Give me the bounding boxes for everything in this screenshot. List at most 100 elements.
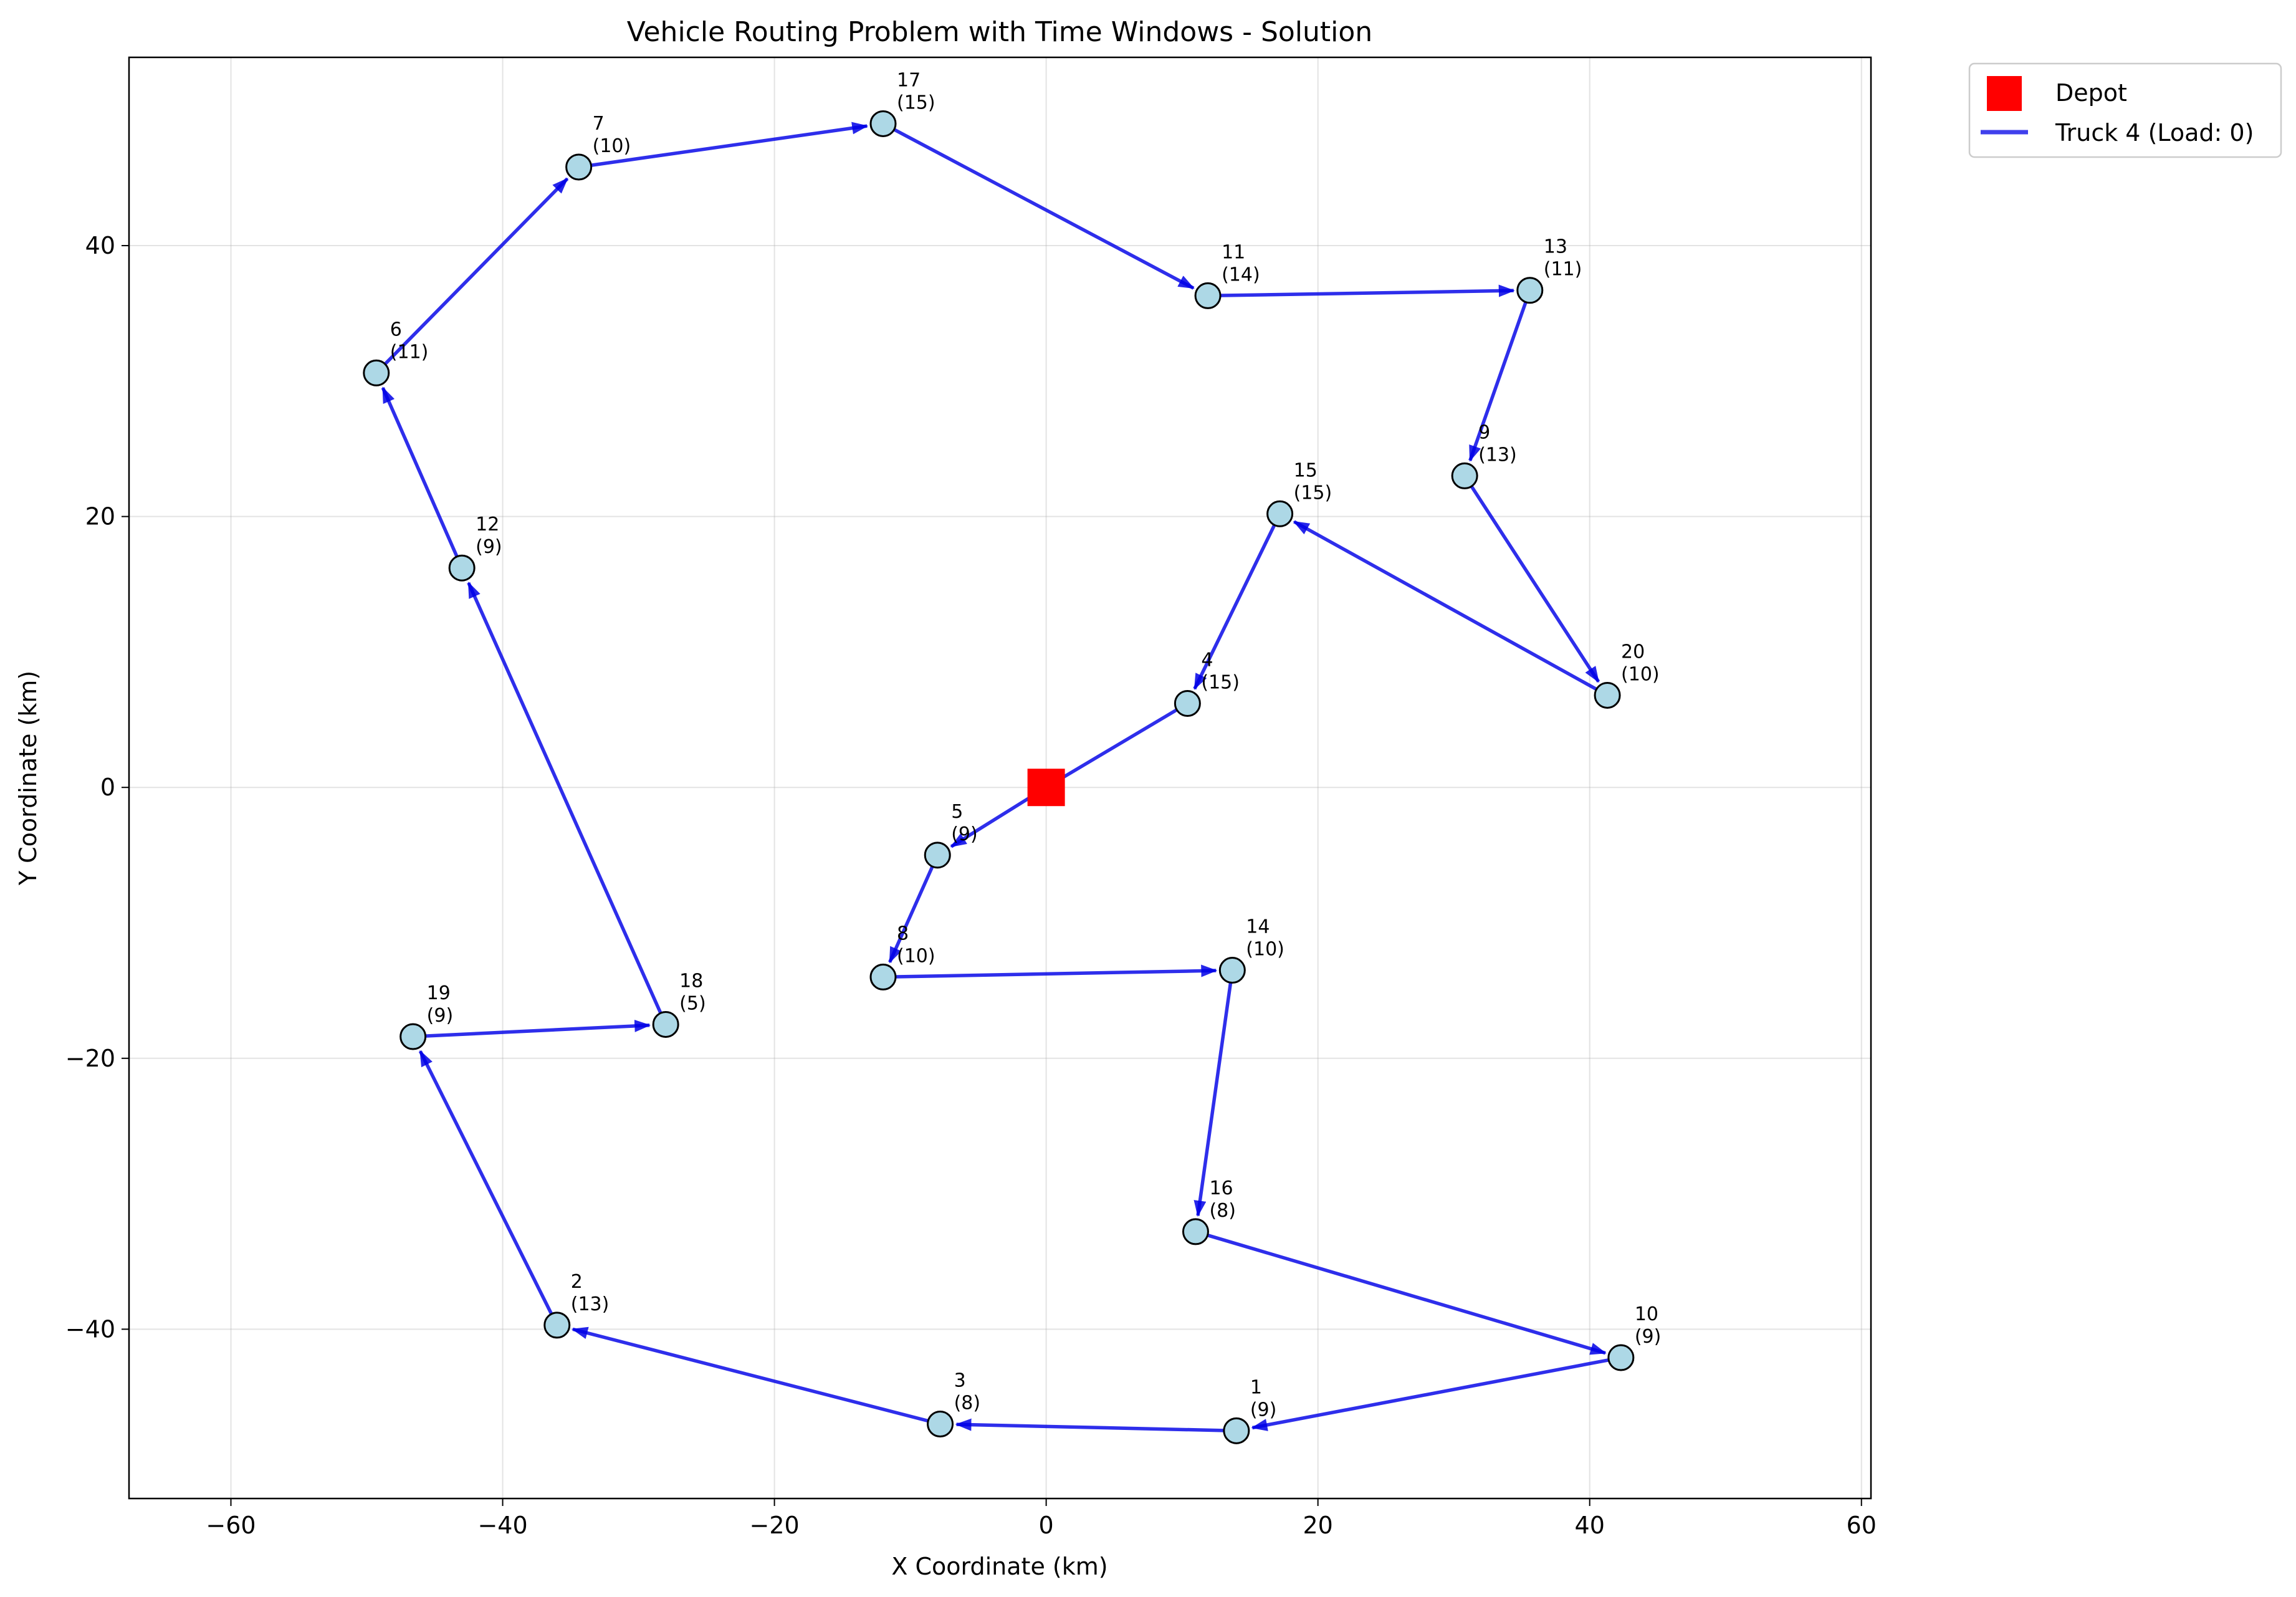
customer-id-label: 3 [954, 1369, 966, 1391]
chart-title: Vehicle Routing Problem with Time Window… [627, 16, 1372, 48]
customer-id-label: 15 [1294, 459, 1318, 481]
y-tick-label: 0 [100, 774, 115, 801]
customer-node [1594, 681, 1621, 709]
customer-node [1182, 1218, 1209, 1245]
customer-demand-label: (9) [1250, 1399, 1277, 1421]
customer-id-label: 2 [571, 1271, 583, 1293]
x-tick-label: 20 [1303, 1512, 1332, 1539]
y-tick-label: −20 [65, 1045, 115, 1072]
legend-depot-label: Depot [2055, 79, 2127, 107]
route-segment [381, 386, 464, 569]
customer-node [1516, 277, 1544, 304]
customer-node [1174, 689, 1201, 717]
customer-id-label: 8 [897, 923, 909, 944]
route-lines [375, 122, 1622, 1433]
customer-id-label: 14 [1246, 916, 1270, 938]
route-segment [578, 122, 869, 169]
customer-demand-label: (10) [1621, 663, 1660, 685]
customer-node [869, 110, 897, 137]
customer-id-label: 19 [427, 982, 451, 1004]
y-axis-label: Y Coordinate (km) [14, 671, 42, 886]
customer-node [1194, 282, 1222, 309]
customer-demand-label: (15) [1201, 671, 1240, 693]
customer-id-label: 16 [1209, 1177, 1233, 1199]
x-axis-label: X Coordinate (km) [891, 1553, 1107, 1580]
customer-node [1218, 957, 1246, 984]
customer-node [1223, 1417, 1250, 1444]
route-segment [571, 1326, 941, 1426]
route-segment [1193, 970, 1235, 1217]
customer-node [448, 554, 476, 582]
x-tick-label: −20 [749, 1512, 799, 1539]
customer-node [1451, 462, 1478, 489]
customer-node [565, 153, 593, 181]
route-segment [1251, 1356, 1622, 1431]
customer-node [399, 1023, 427, 1050]
route-segment [375, 177, 569, 375]
x-tick-label: 40 [1575, 1512, 1605, 1539]
customer-labels: 1(9)2(13)3(8)4(15)5(9)6(11)7(10)8(10)9(1… [390, 69, 1662, 1421]
customer-node [543, 1312, 571, 1339]
route-segment [1193, 513, 1282, 690]
customer-demand-label: (13) [571, 1293, 610, 1315]
customer-node [1607, 1344, 1635, 1371]
y-tick-label: −40 [65, 1315, 115, 1343]
x-tick-label: 60 [1847, 1512, 1877, 1539]
customer-demand-label: (10) [897, 945, 935, 967]
customer-id-label: 18 [679, 970, 703, 992]
legend-depot-marker [1987, 76, 2022, 111]
legend-frame [1968, 62, 2282, 158]
route-segment [883, 964, 1218, 979]
customer-demand-label: (5) [679, 992, 706, 1014]
route-segment [1208, 284, 1515, 298]
customer-demand-label: (8) [954, 1392, 981, 1414]
route-segment [467, 582, 667, 1025]
customer-id-label: 9 [1478, 421, 1490, 443]
customer-demand-label: (9) [476, 536, 502, 558]
customer-demand-label: (9) [1635, 1326, 1662, 1348]
route-segment [955, 1418, 1236, 1433]
route-segment [1195, 1230, 1607, 1355]
route-segment [1463, 474, 1600, 683]
customer-demand-label: (8) [1209, 1200, 1236, 1222]
y-tick-label: 40 [85, 232, 115, 259]
customer-id-label: 4 [1201, 649, 1213, 671]
customer-demand-label: (9) [427, 1005, 454, 1027]
customer-node [869, 963, 897, 990]
x-tick-label: 0 [1039, 1512, 1054, 1539]
customer-id-label: 1 [1250, 1376, 1262, 1398]
customer-demand-label: (10) [1246, 939, 1284, 961]
route-segment [418, 1050, 559, 1326]
customer-demand-label: (15) [897, 92, 935, 113]
customer-demand-label: (9) [951, 823, 978, 845]
customer-id-label: 20 [1621, 641, 1645, 663]
customer-id-label: 12 [476, 514, 499, 535]
plot-frame [128, 56, 1872, 1500]
customer-id-label: 7 [593, 113, 605, 135]
y-tick-label: 20 [85, 503, 115, 530]
customer-node [1266, 500, 1294, 527]
customer-nodes [363, 110, 1635, 1444]
legend: Depot Truck 4 (Load: 0) [1968, 62, 2282, 158]
route-segment [413, 1019, 651, 1038]
customer-demand-label: (11) [1544, 259, 1582, 281]
x-tick-label: −60 [206, 1512, 256, 1539]
customer-node [927, 1410, 954, 1437]
customer-node [924, 842, 951, 869]
route-segment [1468, 289, 1532, 462]
x-tick-label: −40 [477, 1512, 527, 1539]
route-segment [888, 854, 939, 964]
customer-node [363, 359, 390, 386]
axis-ticks: −60 −40 −20 0 20 40 60 −40 −20 0 20 40 [65, 232, 1877, 1539]
customer-id-label: 11 [1222, 241, 1245, 263]
route-segment [1293, 520, 1609, 697]
customer-demand-label: (11) [390, 341, 429, 363]
customer-id-label: 5 [951, 801, 963, 823]
customer-id-label: 17 [897, 69, 921, 91]
customer-id-label: 6 [390, 319, 402, 340]
customer-demand-label: (14) [1222, 264, 1260, 285]
route-segment [882, 122, 1195, 290]
customer-demand-label: (10) [593, 135, 631, 157]
customer-id-label: 10 [1635, 1303, 1658, 1325]
